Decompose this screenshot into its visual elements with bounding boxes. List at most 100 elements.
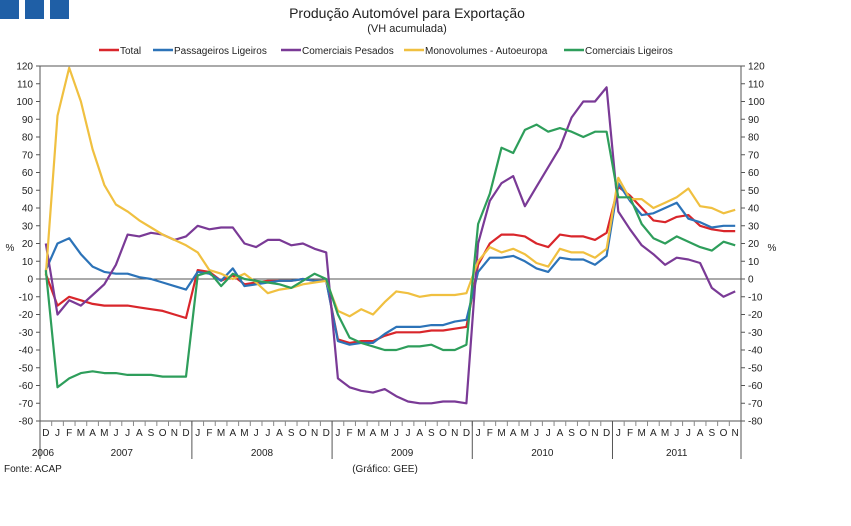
x-month-label: J [686,428,691,439]
y-tick-label-left: 10 [22,257,34,268]
x-month-label: M [521,428,529,439]
y-tick-label-left: 50 [22,186,34,197]
y-tick-label-right: 120 [748,62,765,73]
y-tick-label-left: 100 [16,97,33,108]
chart-credit: (Gráfico: GEE) [352,464,418,475]
x-month-label: A [136,428,143,439]
x-month-label: M [100,428,108,439]
x-month-label: A [89,428,96,439]
series-line-comerciais_pesados [44,86,736,405]
y-tick-label-left: 0 [27,275,33,286]
x-month-label: A [650,428,657,439]
x-year-label: 2008 [251,448,274,459]
y-tick-label-left: -20 [19,310,34,321]
y-tick-label-left: -10 [19,292,34,303]
y-tick-label-right: -50 [748,363,763,374]
y-tick-label-right: 90 [748,115,760,126]
y-tick-label-right: 0 [748,275,754,286]
y-tick-label-right: 80 [748,133,760,144]
x-month-label: O [159,428,167,439]
y-tick-label-left: 80 [22,133,34,144]
x-month-label: F [487,428,493,439]
y-tick-label-left: 120 [16,62,33,73]
y-tick-label-left: 70 [22,150,34,161]
y-tick-label-left: -80 [19,417,34,428]
x-month-label: M [240,428,248,439]
y-tick-label-left: 30 [22,221,34,232]
x-month-label: F [347,428,353,439]
x-month-label: N [732,428,739,439]
x-month-label: D [182,428,189,439]
x-year-label: 2006 [32,448,55,459]
series-line-passageiros [44,182,736,346]
x-month-label: J [335,428,340,439]
x-year-label: 2011 [666,448,688,459]
x-month-label: N [171,428,178,439]
y-tick-label-right: -10 [748,292,763,303]
x-month-label: J [125,428,130,439]
x-month-label: A [697,428,704,439]
logo-square-1 [0,0,19,19]
x-month-label: D [323,428,330,439]
x-month-label: J [406,428,411,439]
y-tick-label-right: 40 [748,204,760,215]
x-month-label: F [206,428,212,439]
x-month-label: M [638,428,646,439]
x-month-label: M [380,428,388,439]
legend: Total Passageiros Ligeiros Comerciais Pesa… [99,46,673,57]
x-month-label: O [439,428,447,439]
legend-label-total: Total [120,46,141,57]
x-month-label: A [370,428,377,439]
x-month-label: M [357,428,365,439]
legend-label-comerciais_ligeiros: Comerciais Ligeiros [585,46,673,57]
y-tick-label-left: 40 [22,204,34,215]
y-tick-label-left: -60 [19,381,34,392]
y-tick-label-right: -60 [748,381,763,392]
x-month-label: J [394,428,399,439]
legend-label-monovolumes: Monovolumes - Autoeuropa [425,46,548,57]
y-tick-label-left: 20 [22,239,34,250]
y-axis-label-left: % [6,243,15,254]
x-month-label: S [568,428,575,439]
x-month-label: J [254,428,259,439]
x-month-label: O [299,428,307,439]
x-year-label: 2010 [531,448,554,459]
y-axis-label-right: % [768,243,777,254]
logo-square-2 [25,0,44,19]
x-month-label: F [627,428,633,439]
legend-label-comerciais_pesados: Comerciais Pesados [302,46,394,57]
x-month-label: S [288,428,295,439]
x-month-label: O [720,428,728,439]
x-month-label: A [276,428,283,439]
y-tick-label-right: -20 [748,310,763,321]
x-month-label: M [77,428,85,439]
x-month-label: A [510,428,517,439]
y-tick-label-right: 110 [748,79,764,90]
y-tick-label-right: 10 [748,257,760,268]
x-month-label: J [113,428,118,439]
y-tick-label-right: -70 [748,399,763,410]
y-tick-label-left: 90 [22,115,34,126]
x-year-label: 2009 [391,448,414,459]
y-tick-label-left: -30 [19,328,34,339]
y-tick-label-right: 20 [748,239,760,250]
x-month-label: N [451,428,458,439]
y-tick-label-right: 70 [748,150,760,161]
source-note: Fonte: ACAP [4,464,62,475]
x-month-label: D [603,428,610,439]
series-line-monovolumes [44,66,736,318]
y-tick-label-right: -80 [748,417,763,428]
series-line-total [44,185,736,344]
y-tick-label-right: 30 [748,221,760,232]
x-month-label: S [428,428,435,439]
y-tick-label-left: -70 [19,399,34,410]
chart-title: Produção Automóvel para Exportação [289,5,525,21]
x-month-label: D [463,428,470,439]
y-tick-label-right: 50 [748,186,760,197]
x-month-label: J [534,428,539,439]
x-month-label: M [217,428,225,439]
y-tick-label-right: 100 [748,97,765,108]
x-year-label: 2007 [111,448,134,459]
